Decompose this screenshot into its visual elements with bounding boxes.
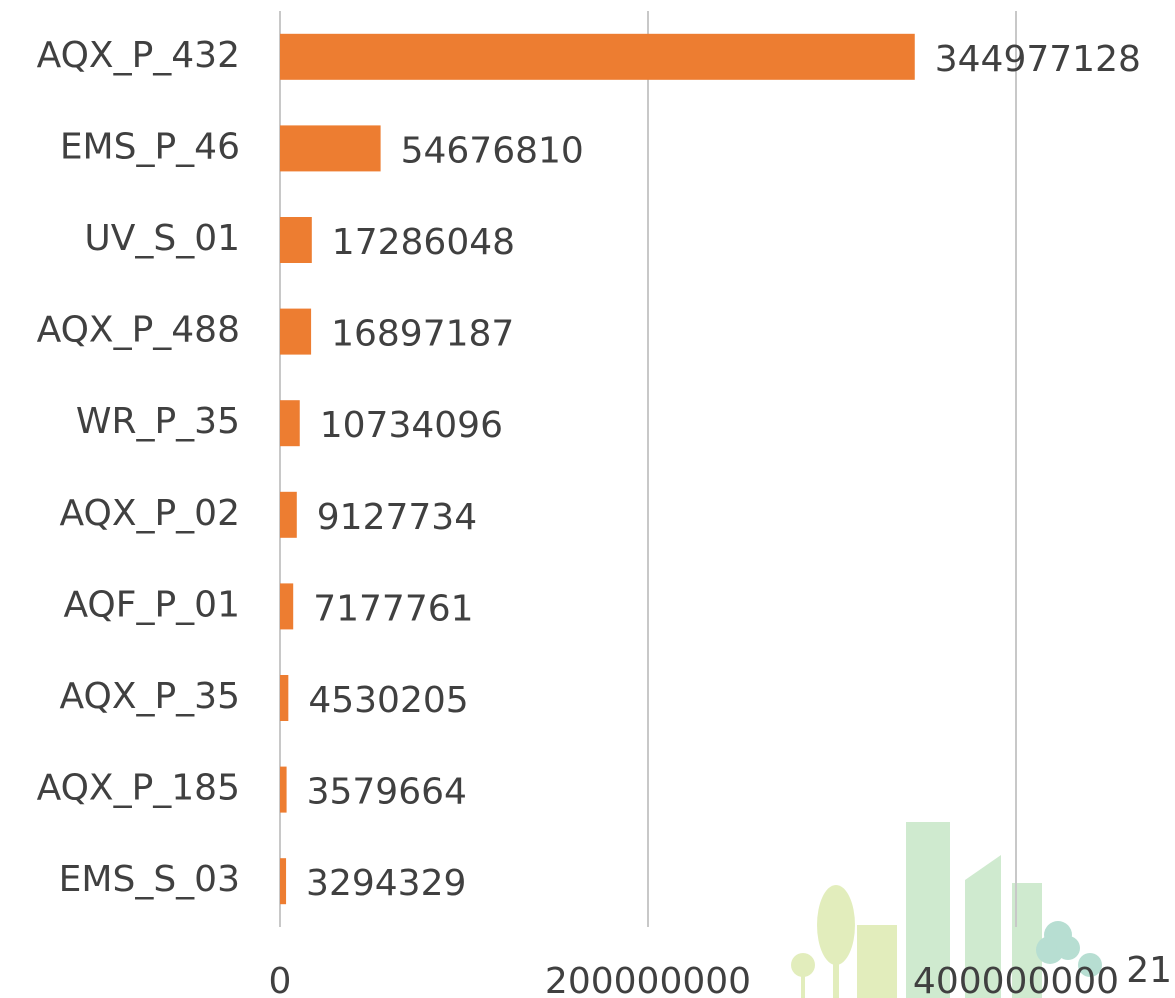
bar bbox=[280, 858, 287, 905]
bar bbox=[280, 217, 312, 263]
value-label: 17286048 bbox=[332, 222, 515, 263]
value-label: 7177761 bbox=[313, 588, 473, 629]
y-tick-label: EMS_S_03 bbox=[59, 859, 240, 900]
y-tick-label: WR_P_35 bbox=[76, 401, 240, 442]
y-tick-label: AQF_P_01 bbox=[63, 584, 240, 625]
y-tick-label: AQX_P_35 bbox=[59, 676, 240, 717]
value-label: 10734096 bbox=[320, 405, 503, 446]
y-tick-label: AQX_P_432 bbox=[37, 35, 240, 76]
page-number: 21 bbox=[1126, 950, 1172, 991]
value-label: 16897187 bbox=[331, 314, 514, 355]
y-tick-label: EMS_P_46 bbox=[60, 126, 240, 167]
x-tick-label: 400000000 bbox=[913, 961, 1119, 998]
y-tick-label: AQX_P_185 bbox=[37, 768, 240, 809]
y-tick-label: UV_S_01 bbox=[84, 218, 240, 259]
bar bbox=[280, 766, 287, 813]
x-tick-label: 0 bbox=[269, 961, 292, 998]
bar bbox=[280, 125, 381, 172]
bar bbox=[280, 583, 294, 630]
value-label: 4530205 bbox=[308, 680, 468, 721]
y-tick-label: AQX_P_02 bbox=[59, 493, 240, 534]
y-tick-label: AQX_P_488 bbox=[37, 310, 240, 351]
value-label: 3294329 bbox=[306, 863, 466, 904]
bar bbox=[280, 400, 300, 447]
value-label: 9127734 bbox=[317, 497, 477, 538]
city-decoration bbox=[791, 822, 1102, 998]
bar bbox=[280, 33, 915, 80]
x-tick-label: 200000000 bbox=[545, 961, 751, 998]
value-label: 3579664 bbox=[307, 772, 467, 813]
value-label: 344977128 bbox=[935, 39, 1141, 80]
bar bbox=[280, 491, 297, 538]
value-label: 54676810 bbox=[401, 130, 584, 171]
bar bbox=[280, 675, 289, 721]
bar bbox=[280, 308, 312, 355]
